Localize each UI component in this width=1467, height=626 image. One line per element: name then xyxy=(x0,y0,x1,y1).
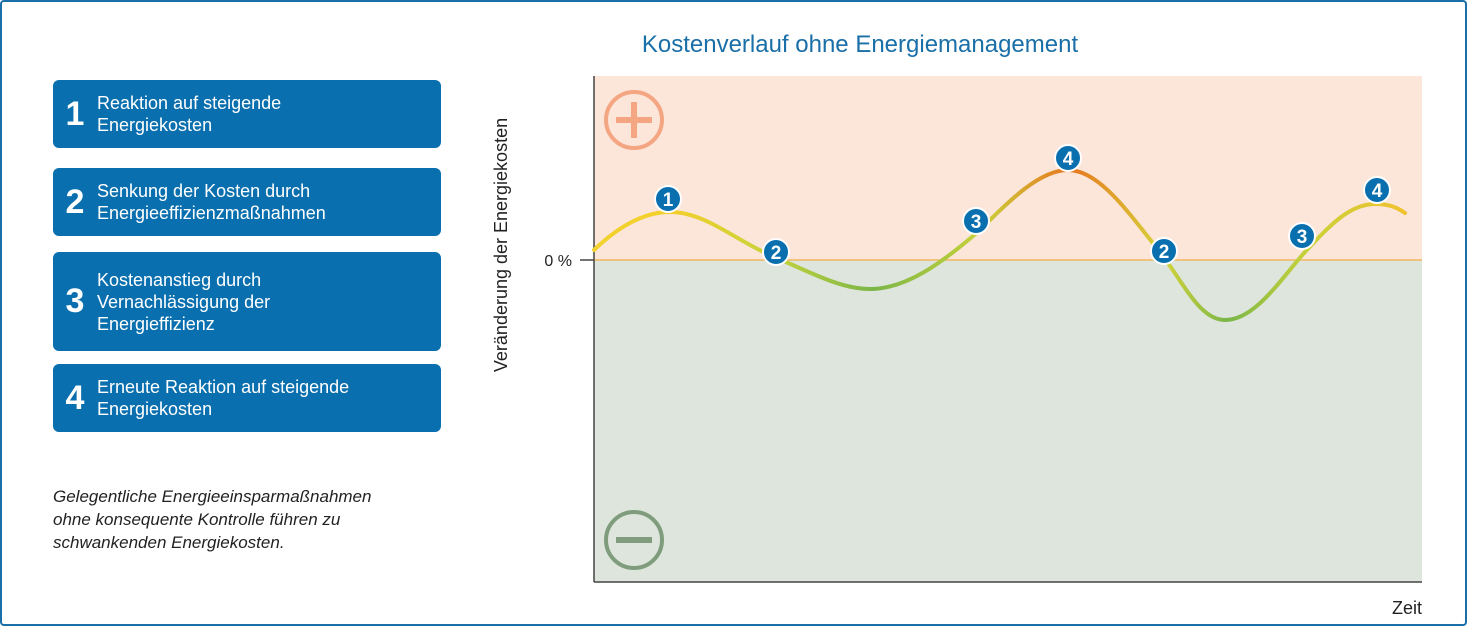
marker-badge xyxy=(1363,176,1391,204)
legend-line: Senkung der Kosten durch xyxy=(97,181,311,201)
caption-line: schwankenden Energiekosten. xyxy=(53,533,285,552)
negative-area xyxy=(594,260,1422,582)
minus-icon xyxy=(604,510,664,570)
legend-line: Vernachlässigung der xyxy=(97,291,271,312)
marker-badge xyxy=(1288,222,1316,250)
marker-number: 3 xyxy=(971,212,982,233)
legend-number: 3 xyxy=(65,282,85,320)
marker-number: 1 xyxy=(663,190,674,211)
marker-badge xyxy=(762,238,790,266)
legend-line: Erneute Reaktion auf steigende xyxy=(97,377,350,397)
marker-badge xyxy=(962,207,990,235)
legend-line: Kostenanstieg durch xyxy=(97,269,262,290)
legend-line: Reaktion auf steigende xyxy=(97,93,282,113)
legend-text: Senkung der Kosten durch Energieeffizienz… xyxy=(97,180,326,224)
marker-number: 2 xyxy=(771,243,782,264)
legend-line: Energiekosten xyxy=(97,399,213,419)
legend-text: Erneute Reaktion auf steigende Energiekos… xyxy=(97,376,349,420)
marker-number: 3 xyxy=(1297,227,1308,248)
legend-item: 1 Reaktion auf steigende Energiekosten xyxy=(53,80,441,148)
legend-number: 2 xyxy=(65,182,85,221)
plus-icon xyxy=(604,90,664,150)
legend-number: 4 xyxy=(65,378,85,417)
marker-number: 2 xyxy=(1159,242,1170,263)
legend-line: Energiekosten xyxy=(97,115,213,135)
legend-line: Energieffizienz xyxy=(97,313,215,334)
legend-number: 1 xyxy=(65,94,85,133)
zero-label: 0 % xyxy=(544,253,572,270)
marker-badge xyxy=(1150,237,1178,265)
positive-area xyxy=(594,76,1422,260)
marker-badge xyxy=(1054,144,1082,172)
caption-line: ohne konsequente Kontrolle führen zu xyxy=(53,510,341,529)
marker-number: 4 xyxy=(1372,181,1383,202)
x-axis-label: Zeit xyxy=(1392,598,1422,618)
legend-line: Energieeffizienzmaßnahmen xyxy=(97,203,326,223)
marker-badge xyxy=(654,185,682,213)
legend-item: 3 Kostenanstieg durch Vernachlässigung der… xyxy=(53,252,441,351)
chart-title: Kostenverlauf ohne Energiemanagement xyxy=(642,31,1079,58)
y-axis-label: Veränderung der Energiekosten xyxy=(491,118,511,372)
legend-item: 4 Erneute Reaktion auf steigende Energieko… xyxy=(53,364,441,432)
legend-item: 2 Senkung der Kosten durch Energieeffizien… xyxy=(53,168,441,236)
legend-text: Kostenanstieg durch Vernachlässigung der E… xyxy=(97,269,270,335)
marker-number: 4 xyxy=(1063,149,1074,170)
legend-text: Reaktion auf steigende Energiekosten xyxy=(97,92,281,136)
caption-line: Gelegentliche Energieeinsparmaßnahmen xyxy=(53,487,372,506)
caption: Gelegentliche Energieeinsparmaßnahmen ohn… xyxy=(53,485,371,554)
